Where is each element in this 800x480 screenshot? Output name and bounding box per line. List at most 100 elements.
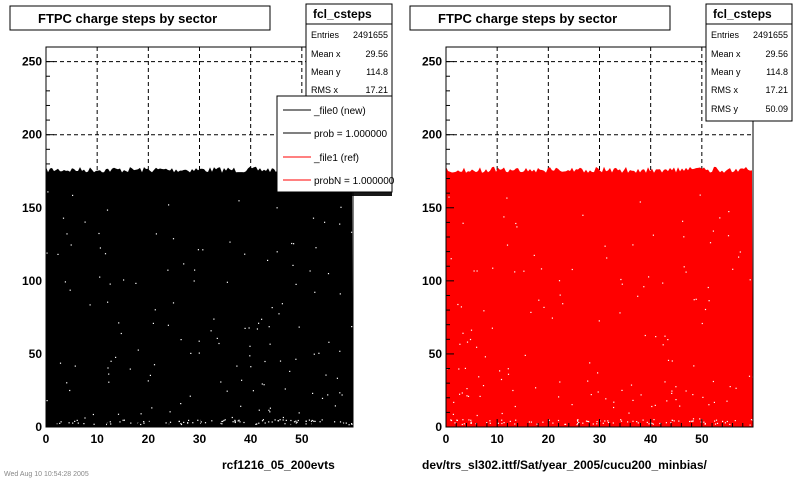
right-stats-label: Mean x — [711, 49, 741, 59]
histogram-hole — [486, 422, 488, 424]
histogram-hole — [137, 349, 139, 351]
histogram-hole — [501, 422, 503, 425]
histogram-hole — [458, 368, 460, 370]
histogram-hole — [109, 283, 111, 285]
histogram-hole — [56, 423, 58, 425]
legend-entry: _file1 (ref) — [313, 153, 359, 164]
histogram-hole — [327, 273, 330, 275]
histogram-hole — [540, 268, 543, 270]
histogram-hole — [732, 268, 734, 270]
histogram-hole — [666, 400, 668, 402]
histogram-hole — [334, 421, 336, 423]
histogram-hole — [295, 358, 297, 360]
histogram-hole — [503, 216, 505, 218]
left-histogram-holes — [46, 191, 353, 426]
histogram-hole — [274, 419, 276, 421]
histogram-hole — [695, 298, 697, 300]
histogram-hole — [198, 340, 200, 342]
histogram-hole — [671, 392, 673, 394]
histogram-hole — [258, 422, 260, 424]
histogram-hole — [211, 420, 213, 422]
histogram-hole — [151, 407, 153, 409]
histogram-hole — [507, 368, 509, 370]
histogram-hole — [478, 376, 480, 378]
histogram-hole — [57, 253, 59, 255]
histogram-hole — [515, 222, 517, 225]
histogram-hole — [571, 404, 573, 406]
histogram-hole — [305, 420, 307, 422]
right-histogram-fill — [446, 166, 753, 427]
histogram-hole — [147, 380, 149, 382]
histogram-hole — [115, 356, 117, 358]
histogram-hole — [535, 387, 537, 389]
histogram-hole — [530, 421, 532, 423]
histogram-hole — [83, 423, 85, 425]
histogram-hole — [250, 366, 252, 368]
histogram-hole — [749, 424, 751, 426]
histogram-hole — [64, 281, 66, 283]
legend-entry: probN = 1.000000 — [314, 176, 395, 187]
histogram-hole — [284, 388, 286, 390]
histogram-hole — [238, 419, 240, 421]
histogram-hole — [312, 392, 314, 394]
histogram-hole — [154, 309, 156, 311]
histogram-hole — [558, 396, 560, 398]
histogram-hole — [461, 423, 463, 426]
histogram-hole — [167, 324, 169, 326]
histogram-hole — [258, 322, 260, 324]
histogram-hole — [468, 419, 470, 421]
histogram-hole — [667, 339, 669, 341]
histogram-hole — [339, 223, 341, 225]
histogram-hole — [234, 419, 236, 421]
histogram-hole — [256, 423, 258, 425]
histogram-hole — [587, 380, 589, 382]
histogram-hole — [673, 420, 675, 422]
histogram-hole — [69, 389, 71, 392]
histogram-hole — [325, 374, 327, 376]
histogram-hole — [279, 360, 282, 362]
histogram-hole — [470, 422, 472, 424]
histogram-hole — [551, 317, 553, 319]
histogram-hole — [476, 414, 478, 417]
histogram-hole — [69, 289, 71, 291]
y-tick-label: 200 — [22, 128, 42, 142]
histogram-hole — [492, 267, 494, 269]
histogram-hole — [234, 421, 236, 424]
legend-entry: _file0 (new) — [313, 106, 366, 117]
right-stats-value: 50.09 — [765, 104, 788, 114]
histogram-hole — [642, 419, 644, 421]
histogram-hole — [277, 420, 279, 422]
histogram-hole — [459, 393, 461, 395]
histogram-hole — [148, 420, 150, 422]
histogram-hole — [704, 422, 706, 425]
histogram-hole — [604, 420, 606, 422]
histogram-hole — [223, 419, 225, 422]
histogram-hole — [202, 249, 204, 251]
histogram-hole — [60, 421, 62, 423]
histogram-hole — [738, 256, 740, 258]
histogram-hole — [559, 381, 561, 383]
histogram-hole — [592, 423, 594, 425]
histogram-hole — [457, 303, 459, 306]
histogram-hole — [130, 422, 132, 424]
histogram-hole — [190, 352, 192, 354]
left-stats-value: 114.8 — [366, 67, 388, 77]
x-tick-label: 50 — [695, 432, 709, 446]
histogram-hole — [169, 411, 171, 413]
histogram-hole — [244, 327, 246, 329]
histogram-hole — [240, 405, 242, 407]
histogram-hole — [514, 271, 516, 273]
histogram-hole — [542, 421, 544, 423]
histogram-hole — [222, 420, 224, 422]
right-stats-label: RMS y — [711, 104, 739, 114]
x-tick-label: 40 — [244, 432, 258, 446]
histogram-hole — [652, 234, 654, 236]
histogram-hole — [276, 251, 278, 253]
histogram-hole — [172, 238, 175, 240]
histogram-hole — [662, 282, 664, 284]
histogram-hole — [220, 422, 222, 425]
histogram-hole — [324, 221, 326, 223]
histogram-hole — [172, 302, 175, 304]
y-tick-label: 50 — [29, 347, 43, 361]
right-title: FTPC charge steps by sector — [438, 11, 617, 26]
